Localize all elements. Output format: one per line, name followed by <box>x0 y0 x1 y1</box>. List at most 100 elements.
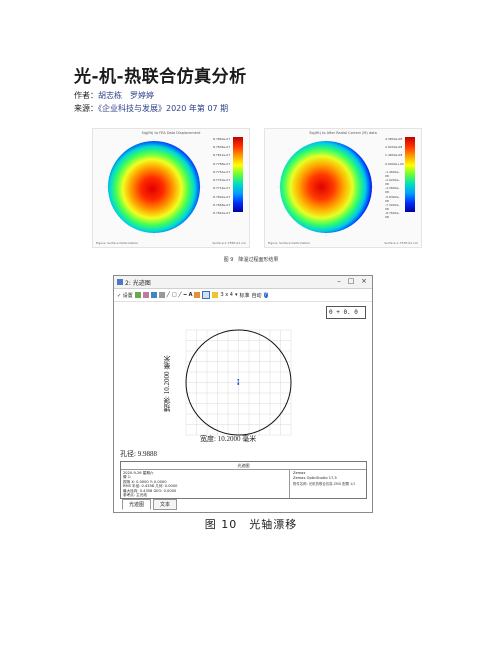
legend-tick: -7.3000e-08 <box>385 202 400 211</box>
layout-icon[interactable]: ▾ <box>234 292 238 298</box>
color-legend <box>405 137 415 212</box>
software-vendor: Zemax <box>293 471 306 475</box>
legend-ticks: 8.7860e-07 8.7836e-07 8.7812e-07 8.7788e… <box>213 137 231 215</box>
minimize-icon[interactable]: – <box>337 277 341 285</box>
window-app-icon <box>117 279 123 285</box>
airy-disk-circle <box>185 329 292 436</box>
figure9-caption: 图 9 降温过程面形结果 <box>223 257 279 263</box>
info-divider <box>289 469 290 498</box>
spot-point <box>237 379 240 381</box>
draw-tool-icon[interactable]: ╱ <box>178 292 182 298</box>
source: 《企业科技与发展》2020 年第 07 期 <box>98 104 229 113</box>
legend-tick: 8.7788e-07 <box>213 161 231 166</box>
active-view-icon[interactable] <box>202 291 211 299</box>
auto-dropdown[interactable]: 自动 <box>251 292 262 299</box>
print-icon[interactable] <box>150 292 157 298</box>
info-line: RMS 半径: 0.4358 几何: 0.0000 <box>123 484 178 489</box>
panel-title: Sig(fit) to FEA Data Displacement <box>141 131 201 135</box>
panel-footer: Figure: Surface Deformation Surface-1.75… <box>96 241 246 245</box>
surface-circle <box>280 141 372 233</box>
tab-text[interactable]: 文本 <box>153 499 178 510</box>
legend-tick: 1.4600e-08 <box>385 153 403 158</box>
legend-tick: 2.9200e-08 <box>385 145 403 150</box>
info-line: 最大径向: 0.4358 GEO: 0.0000 <box>123 488 177 493</box>
legend-tick: 8.7860e-07 <box>213 137 231 141</box>
legend-tick: 8.7716e-07 <box>213 186 231 191</box>
help-icon[interactable]: ? <box>263 292 269 298</box>
source-label: 来源： <box>74 104 98 113</box>
close-icon[interactable]: × <box>361 277 367 285</box>
y-axis-label: 错误: 10.2000 毫米 <box>163 355 171 413</box>
info-line: 2020-9-26 星期六 <box>123 471 154 475</box>
footer-right: Surface-1.755E-01 nm <box>212 241 246 245</box>
software-info: Zemax Zemax OpticStudio 17.5 <box>293 471 337 480</box>
file-info: 附件名称: 光机热联合仿真.ZMX 配置 1/1 <box>293 482 356 486</box>
legend-tick: 0.0000e+00 <box>385 161 404 166</box>
settings-button[interactable]: ✓ 设置 <box>117 292 133 299</box>
text-tool-icon[interactable]: A <box>188 292 193 298</box>
lock-icon[interactable] <box>212 292 219 298</box>
legend-tick: 8.7668e-07 <box>213 202 231 207</box>
chief-ray-readout: 孔径: 9.9888 <box>120 450 157 458</box>
settings-label: 设置 <box>122 292 133 299</box>
legend-tick: -2.9200e-08 <box>385 178 400 187</box>
standard-dropdown[interactable]: 标准 <box>239 292 250 299</box>
tab-graph[interactable]: 光迹图 <box>122 499 152 510</box>
copy-icon[interactable] <box>142 292 149 298</box>
author-label: 作者： <box>74 91 98 100</box>
spot-diagram-window: 2: 光迹图 – □ × ✓ 设置 ╱ □ ╱ ━ A 3 x 4 ▾ 标准 自… <box>113 275 373 513</box>
legend-tick: -4.3800e-08 <box>385 186 400 195</box>
footer-left: Figure: Surface Deformation <box>268 241 311 245</box>
legend-tick: 8.7692e-07 <box>213 194 231 199</box>
legend-tick: -1.4600e-08 <box>385 169 400 178</box>
window-toolbar: ✓ 设置 ╱ □ ╱ ━ A 3 x 4 ▾ 标准 自动 ? <box>114 289 372 302</box>
save-icon[interactable] <box>158 292 165 298</box>
authors: 胡志栋 罗婷婷 <box>98 91 154 100</box>
author-line: 作者：胡志栋 罗婷婷 <box>74 90 154 101</box>
info-line: 视场 X: 0.0000 Y: 0.0000 <box>123 479 167 484</box>
line-tool-icon[interactable]: ╱ <box>166 292 170 298</box>
legend-tick: 4.3800e-08 <box>385 137 403 141</box>
panel-title: Sig(fit) to After Radial Correct (M) dat… <box>309 131 377 135</box>
legend-tick: -5.8400e-08 <box>385 194 400 203</box>
x-axis-label: 宽度: 10.2000 毫米 <box>200 435 257 443</box>
legend-tick: 8.7740e-07 <box>213 178 231 183</box>
coordinate-readout: 0 + 0. 0 <box>326 306 366 319</box>
legend-tick: 8.7764e-07 <box>213 169 231 174</box>
footer-left: Figure: Surface Deformation <box>96 241 139 245</box>
deformation-map <box>105 139 203 237</box>
legend-ticks: 4.3800e-08 2.9200e-08 1.4600e-08 0.0000e… <box>385 137 404 219</box>
refresh-icon[interactable] <box>134 292 141 298</box>
paper-title: 光-机-热联合仿真分析 <box>74 67 247 87</box>
export-icon[interactable] <box>194 292 201 298</box>
legend-tick: -8.7600e-08 <box>385 210 400 219</box>
view-tabs: 光迹图 文本 <box>122 499 178 510</box>
info-panel: 光迹图 2020-9-26 星期六 像 1: 视场 X: 0.0000 Y: 0… <box>120 461 367 499</box>
source-line: 来源：《企业科技与发展》2020 年第 07 期 <box>74 103 228 114</box>
info-line: 像 1: <box>123 475 132 480</box>
figure9-right-panel: Sig(fit) to After Radial Correct (M) dat… <box>264 128 422 248</box>
spot-point <box>237 382 240 385</box>
maximize-icon[interactable]: □ <box>347 277 355 285</box>
grid-size-dropdown[interactable]: 3 x 4 <box>220 292 233 298</box>
spot-point <box>237 381 239 383</box>
window-titlebar[interactable]: 2: 光迹图 – □ × <box>114 276 372 289</box>
info-line: 参考点: 主光线 <box>123 493 147 498</box>
panel-footer: Figure: Surface Deformation Surface-1.75… <box>268 241 418 245</box>
figure10-caption: 图 10 光轴漂移 <box>204 518 298 531</box>
surface-circle <box>108 141 200 233</box>
deformation-map <box>277 139 375 237</box>
legend-tick: 8.7812e-07 <box>213 153 231 158</box>
rectangle-tool-icon[interactable]: □ <box>171 292 177 298</box>
window-title: 2: 光迹图 <box>125 280 151 287</box>
footer-right: Surface-1.757E-01 nm <box>384 241 418 245</box>
info-lines: 2020-9-26 星期六 像 1: 视场 X: 0.0000 Y: 0.000… <box>123 471 177 497</box>
software-version: Zemax OpticStudio 17.5 <box>293 475 337 480</box>
dash-tool-icon[interactable]: ━ <box>183 292 187 298</box>
figure9-left-panel: Sig(fit) to FEA Data Displacement 8.7860… <box>92 128 250 248</box>
info-header: 光迹图 <box>121 462 366 470</box>
legend-tick: 8.7644e-07 <box>213 210 231 215</box>
color-legend <box>233 137 243 212</box>
spot-diagram-plot <box>185 329 292 436</box>
legend-tick: 8.7836e-07 <box>213 145 231 150</box>
